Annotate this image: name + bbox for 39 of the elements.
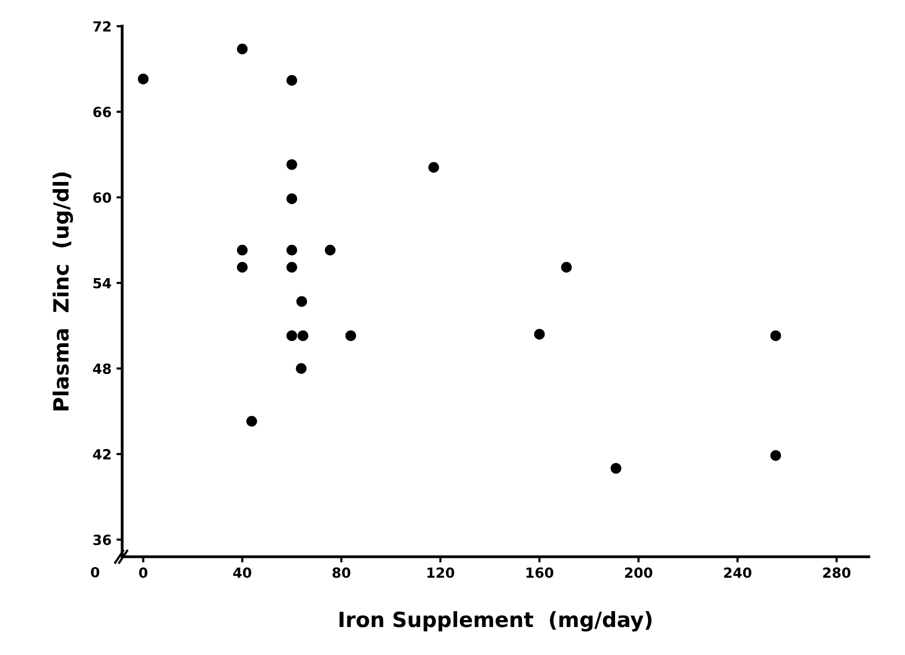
point xyxy=(610,462,622,474)
point xyxy=(286,244,298,256)
point xyxy=(298,330,308,342)
y-axis-title: Plasma Zinc (ug/dl) xyxy=(52,172,73,410)
x-axis-title: Iron Supplement (mg/day) xyxy=(340,611,652,632)
point xyxy=(286,159,298,170)
x-tick-label: 160 xyxy=(526,567,554,578)
y-tick-label: 48 xyxy=(93,363,111,374)
x-tick-label: 0 xyxy=(139,567,148,578)
point xyxy=(286,193,298,204)
x-tick-label: 40 xyxy=(233,567,252,578)
point xyxy=(286,262,298,273)
point xyxy=(286,75,298,86)
point xyxy=(296,363,307,374)
y-tick-label: 36 xyxy=(93,534,112,546)
y-tick-label: 54 xyxy=(94,278,112,288)
point xyxy=(246,416,258,427)
x-tick-label: 280 xyxy=(823,567,850,578)
point xyxy=(296,296,308,307)
point xyxy=(770,450,782,461)
point xyxy=(428,162,440,173)
point xyxy=(236,244,248,256)
x-tick-label: 200 xyxy=(625,567,652,578)
point xyxy=(236,44,248,54)
x-tick-label: 120 xyxy=(427,567,454,578)
y-tick-label: 42 xyxy=(93,449,111,460)
point xyxy=(345,330,356,342)
x-tick-label: 240 xyxy=(724,567,752,578)
point xyxy=(286,330,298,342)
y-tick-label: 72 xyxy=(93,21,111,32)
point xyxy=(534,328,545,340)
x-tick-label: 80 xyxy=(332,567,350,578)
point xyxy=(138,74,149,84)
y-tick-label: 66 xyxy=(93,106,112,118)
y-tick-label: 60 xyxy=(93,192,112,203)
point xyxy=(236,262,248,273)
point xyxy=(324,244,336,256)
point xyxy=(770,330,782,342)
point xyxy=(561,262,572,273)
